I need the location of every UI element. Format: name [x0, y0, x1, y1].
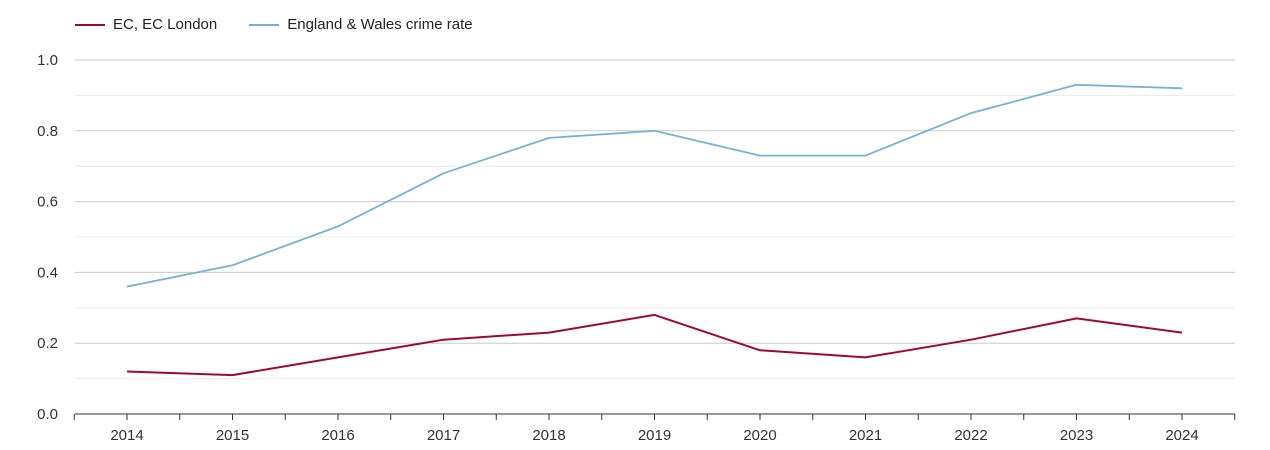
legend-label-ec-london: EC, EC London: [113, 16, 218, 33]
series-line-ec-london: [126, 313, 1183, 377]
y-tick-label: 0.6: [37, 194, 58, 211]
legend-swatch-ec-london: [75, 23, 105, 26]
chart-legend: EC, EC London England & Wales crime rate: [75, 16, 473, 33]
legend-item-england-wales[interactable]: England & Wales crime rate: [249, 16, 473, 33]
legend-label-england-wales: England & Wales crime rate: [287, 16, 473, 33]
y-tick-label: 1.0: [37, 52, 58, 69]
x-tick-label: 2016: [321, 427, 354, 444]
legend-item-ec-london[interactable]: EC, EC London: [75, 16, 217, 33]
x-tick-label: 2024: [1165, 427, 1198, 444]
x-tick-label: 2018: [532, 427, 565, 444]
y-tick-label: 0.2: [37, 335, 58, 352]
x-tick-label: 2014: [110, 427, 143, 444]
y-tick-label: 0.0: [37, 406, 58, 423]
x-tick-label: 2017: [427, 427, 460, 444]
x-tick-label: 2022: [954, 427, 987, 444]
y-tick-label: 0.4: [37, 264, 58, 281]
series-line-england-wales: [126, 83, 1183, 288]
x-tick-label: 2020: [743, 427, 776, 444]
x-tick-label: 2019: [638, 427, 671, 444]
x-tick-label: 2021: [849, 427, 882, 444]
legend-swatch-england-wales: [249, 23, 280, 26]
x-tick-label: 2023: [1060, 427, 1093, 444]
y-tick-label: 0.8: [37, 123, 58, 140]
x-tick-label: 2015: [216, 427, 249, 444]
